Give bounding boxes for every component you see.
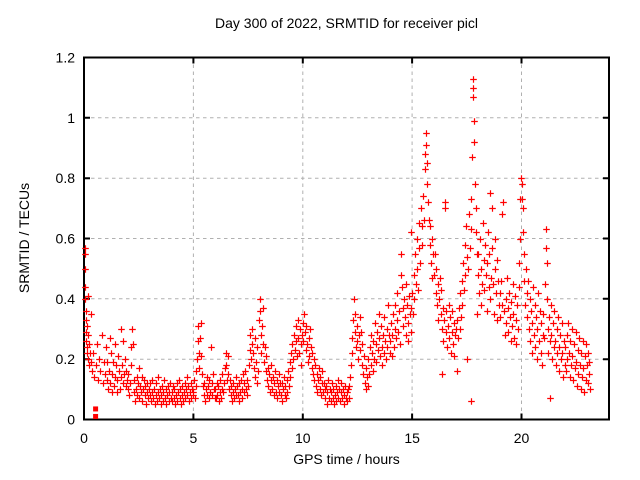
y-tick-label: 0.6: [56, 231, 76, 247]
square-marker: [93, 413, 99, 419]
y-tick-label: 1: [67, 110, 75, 126]
chart-title: Day 300 of 2022, SRMTID for receiver pic…: [215, 15, 478, 31]
y-axis-label: SRMTID / TECUs: [16, 182, 32, 294]
y-tick-label: 1.2: [56, 50, 76, 66]
plot-border: [83, 56, 610, 421]
x-axis-label: GPS time / hours: [293, 451, 400, 467]
grid-lines: [84, 57, 609, 420]
y-tick-label: 0.2: [56, 351, 76, 367]
y-tick-label: 0.4: [56, 291, 76, 307]
x-tick-label: 15: [404, 430, 420, 446]
y-tick-label: 0.8: [56, 170, 76, 186]
data-points-series: [82, 76, 594, 408]
x-tick-label: 0: [80, 430, 88, 446]
x-tick-label: 10: [295, 430, 311, 446]
x-tick-label: 5: [189, 430, 197, 446]
y-tick-label: 0: [67, 412, 75, 428]
square-marker: [93, 406, 99, 412]
x-tick-label: 20: [514, 430, 530, 446]
